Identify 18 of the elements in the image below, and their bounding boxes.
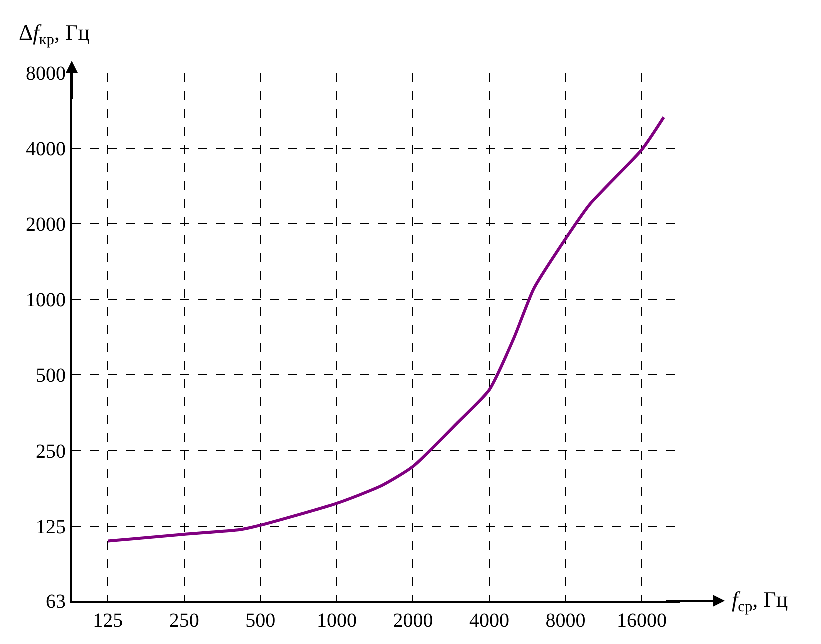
y-axis-title: Δf$_{кр}$, Гц xyxy=(19,20,90,49)
x-tick-label: 2000 xyxy=(393,610,434,632)
x-tick-label: 8000 xyxy=(546,610,586,632)
y-tick-label: 2000 xyxy=(26,214,66,236)
y-tick-label: 1000 xyxy=(26,290,66,312)
x-tick-label: 125 xyxy=(93,610,124,632)
y-tick-label: 63 xyxy=(46,591,66,613)
y-tick-label: 8000 xyxy=(26,63,66,85)
x-tick-label: 250 xyxy=(169,610,200,632)
y-tick-label: 500 xyxy=(36,365,66,388)
x-axis-title: f$_{ср}$, Гц xyxy=(732,587,788,616)
y-tick-label: 125 xyxy=(36,516,66,538)
x-tick-label: 1000 xyxy=(316,610,357,632)
x-tick-label: 16000 xyxy=(617,610,667,632)
y-tick-label: 250 xyxy=(36,440,66,463)
x-tick-label: 4000 xyxy=(469,610,510,632)
x-tick-label: 500 xyxy=(246,610,276,632)
y-tick-label: 4000 xyxy=(26,138,66,161)
